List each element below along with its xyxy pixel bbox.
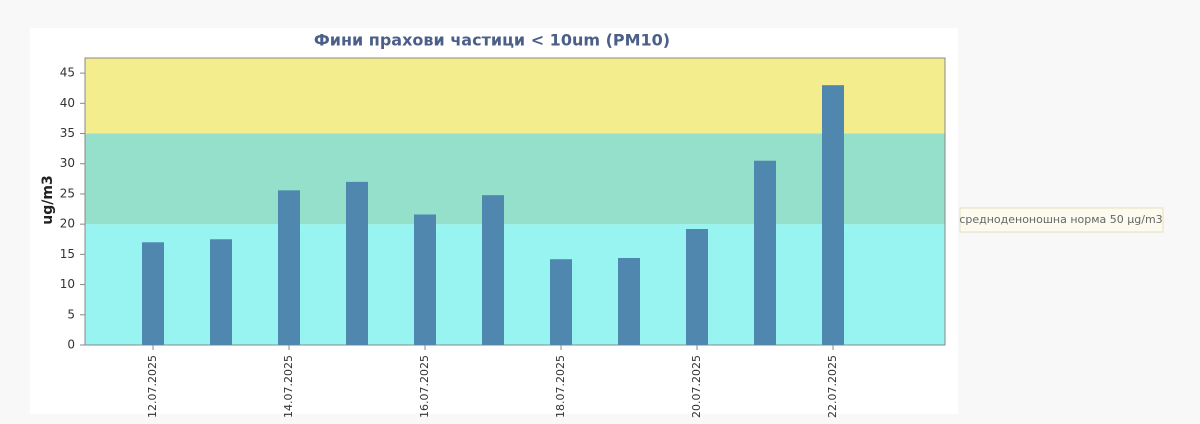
bar [754,160,776,345]
legend-box [959,207,1164,233]
bar [142,242,164,345]
bar [346,181,368,345]
bar [618,257,640,345]
bar [822,85,844,345]
x-tick-label: 12.07.2025 [146,355,159,418]
y-tick-label: 15 [60,247,75,261]
y-tick-label: 35 [60,126,75,140]
y-tick-label: 25 [60,186,75,200]
x-tick-label: 14.07.2025 [282,355,295,418]
plot-border [84,57,946,346]
bar [482,195,504,345]
y-tick-label: 20 [60,217,75,231]
threshold-band [85,133,945,225]
x-tick-label: 20.07.2025 [690,355,703,418]
bar [686,228,708,345]
y-tick-label: 45 [60,66,75,80]
y-tick-label: 40 [60,96,75,110]
y-axis-label: ug/m3 [40,175,56,224]
y-tick-label: 0 [67,338,75,352]
x-tick-label: 18.07.2025 [554,355,567,418]
bar [550,259,572,345]
chart-title: Фини прахови частици < 10um (PM10) [314,31,670,50]
bar [278,190,300,345]
bar [414,214,436,345]
bar [210,239,232,345]
legend-label: средноденоношна норма 50 µg/m3 [959,213,1162,226]
y-tick-label: 10 [60,277,75,291]
y-tick-label: 5 [67,307,75,321]
y-tick-label: 30 [60,156,75,170]
threshold-band [85,58,945,134]
x-tick-label: 16.07.2025 [418,355,431,418]
x-tick-label: 22.07.2025 [826,355,839,418]
